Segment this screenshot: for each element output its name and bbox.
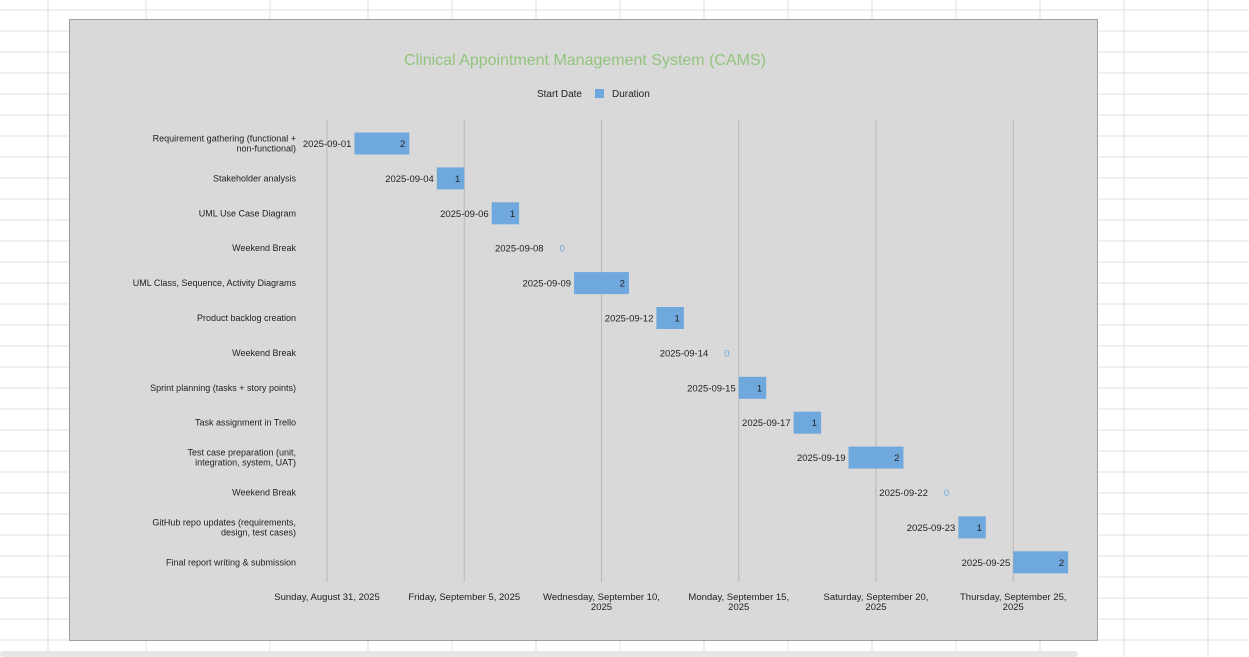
task-rows: Requirement gathering (functional + non-f… (133, 132, 1069, 574)
chart-title: Clinical Appointment Management System (… (404, 52, 766, 69)
duration-bar[interactable] (436, 167, 465, 190)
task-row: Stakeholder analysis 2025-09-04 1 (213, 167, 465, 190)
task-row: Weekend Break 2025-09-22 0 (232, 488, 949, 500)
task-row: UML Class, Sequence, Activity Diagrams 20… (133, 272, 629, 295)
x-tick-label: Friday, September 5, 2025 (408, 592, 520, 603)
chart-canvas: Clinical Appointment Management System (… (133, 52, 1069, 613)
gantt-chart[interactable]: Clinical Appointment Management System (… (69, 19, 1098, 641)
task-label: Weekend Break (232, 348, 296, 358)
duration-bar[interactable] (656, 307, 684, 329)
task-label: Stakeholder analysis (213, 173, 297, 183)
duration-bar[interactable] (491, 202, 520, 225)
gridlines (326, 120, 1014, 582)
task-label: Final report writing & submission (166, 557, 296, 567)
task-row: Test case preparation (unit, integration,… (187, 446, 904, 469)
task-row: Weekend Break 2025-09-08 0 (232, 243, 565, 255)
legend: Start Date Duration (537, 89, 650, 100)
duration-bar[interactable] (574, 272, 629, 295)
duration-bar[interactable] (1013, 551, 1069, 574)
task-row: Product backlog creation 2025-09-12 1 (197, 307, 684, 329)
task-label: Product backlog creation (197, 313, 296, 323)
duration-label: 0 (944, 488, 949, 499)
duration-bar[interactable] (738, 376, 767, 399)
task-row: GitHub repo updates (requirements, design… (152, 516, 986, 539)
task-row: Sprint planning (tasks + story points) 20… (150, 376, 767, 399)
legend-start-date-label: Start Date (537, 89, 582, 100)
x-tick-label: Wednesday, September 10, 2025 (543, 592, 660, 613)
x-tick-label: Thursday, September 25, 2025 (960, 592, 1067, 613)
x-tick-label: Saturday, September 20, 2025 (824, 592, 929, 613)
duration-label: 0 (560, 244, 565, 255)
legend-duration-label: Duration (612, 89, 650, 100)
duration-label: 1 (812, 418, 817, 429)
task-label: Sprint planning (tasks + story points) (150, 383, 296, 393)
start-date-label: 2025-09-12 (605, 314, 654, 325)
start-date-label: 2025-09-08 (495, 244, 544, 255)
start-date-label: 2025-09-04 (385, 174, 434, 185)
task-label: UML Class, Sequence, Activity Diagrams (133, 278, 297, 288)
task-label: Weekend Break (232, 488, 296, 498)
task-row: Final report writing & submission 2025-09… (166, 551, 1069, 574)
x-axis: Sunday, August 31, 2025 Friday, September… (274, 592, 1066, 613)
task-row: Task assignment in Trello 2025-09-17 1 (195, 411, 822, 434)
horizontal-scrollbar[interactable] (0, 651, 1078, 657)
start-date-label: 2025-09-01 (303, 139, 352, 150)
task-label: Task assignment in Trello (195, 418, 296, 428)
x-tick-label: Sunday, August 31, 2025 (274, 592, 379, 603)
duration-label: 1 (977, 523, 982, 534)
duration-bar[interactable] (848, 446, 904, 469)
task-label: GitHub repo updates (requirements, design… (152, 517, 296, 537)
duration-label: 1 (675, 314, 680, 325)
task-row: Requirement gathering (functional + non-f… (153, 132, 410, 155)
start-date-label: 2025-09-23 (907, 523, 956, 534)
task-label: Requirement gathering (functional + non-f… (153, 134, 296, 154)
task-label: Weekend Break (232, 243, 296, 253)
start-date-label: 2025-09-25 (962, 558, 1011, 569)
duration-label: 1 (510, 209, 515, 220)
duration-label: 1 (455, 174, 460, 185)
legend-duration-swatch (595, 89, 604, 98)
duration-label: 0 (724, 348, 729, 359)
x-tick-label: Monday, September 15, 2025 (688, 592, 789, 613)
task-label: Test case preparation (unit, integration,… (187, 448, 296, 468)
start-date-label: 2025-09-09 (522, 279, 571, 290)
duration-bar[interactable] (958, 516, 986, 539)
task-label: UML Use Case Diagram (199, 208, 296, 218)
duration-label: 2 (620, 279, 625, 290)
duration-label: 2 (1059, 558, 1064, 569)
duration-bar[interactable] (354, 132, 410, 155)
start-date-label: 2025-09-17 (742, 418, 791, 429)
start-date-label: 2025-09-14 (660, 348, 709, 359)
start-date-label: 2025-09-22 (879, 488, 928, 499)
duration-bar[interactable] (793, 411, 822, 434)
duration-label: 2 (894, 453, 899, 464)
task-row: Weekend Break 2025-09-14 0 (232, 348, 729, 360)
start-date-label: 2025-09-15 (687, 383, 736, 394)
duration-label: 1 (757, 383, 762, 394)
start-date-label: 2025-09-19 (797, 453, 846, 464)
duration-label: 2 (400, 139, 405, 150)
task-row: UML Use Case Diagram 2025-09-06 1 (199, 202, 520, 225)
start-date-label: 2025-09-06 (440, 209, 489, 220)
